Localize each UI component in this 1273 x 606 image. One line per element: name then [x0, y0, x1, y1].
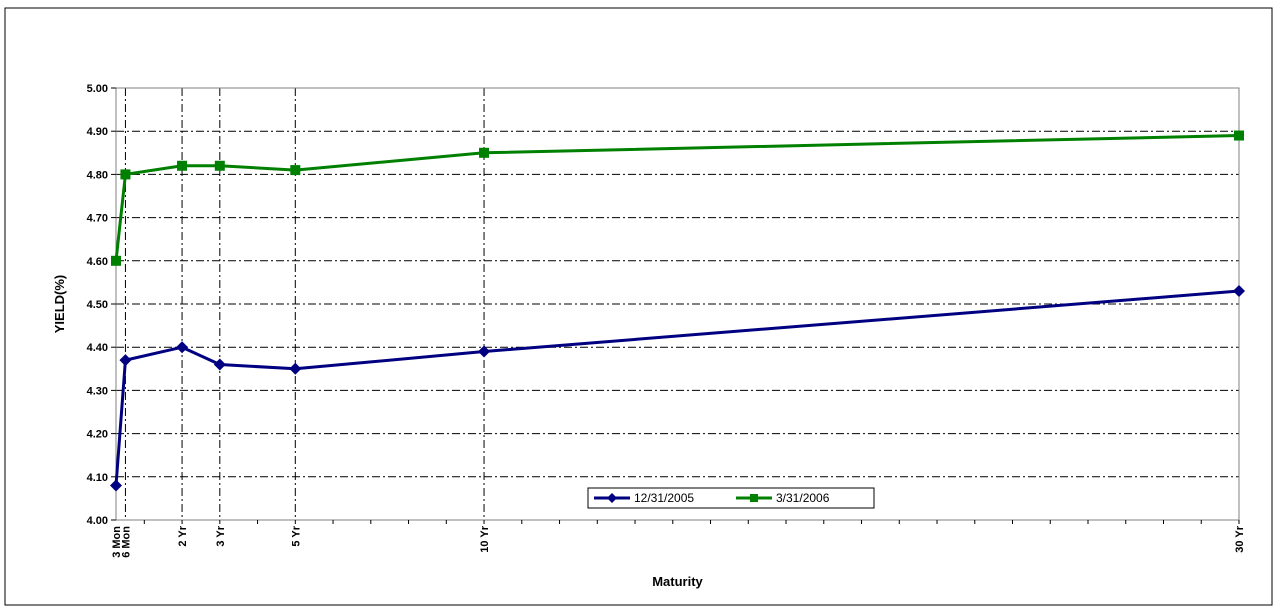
- data-point: [479, 147, 490, 158]
- legend-label: 3/31/2006: [776, 491, 830, 505]
- data-point: [478, 345, 491, 358]
- x-tick-label: 10 Yr: [479, 525, 491, 552]
- y-tick-label: 4.80: [87, 169, 108, 181]
- legend-label: 12/31/2005: [634, 491, 694, 505]
- data-point: [120, 169, 131, 180]
- y-tick-label: 4.60: [87, 256, 108, 268]
- x-tick-label: 3 Yr: [215, 525, 227, 546]
- y-tick-label: 4.00: [87, 515, 108, 527]
- x-axis-title: Maturity: [652, 574, 703, 589]
- data-point: [1233, 285, 1245, 298]
- chart-frame: [4, 7, 1273, 606]
- y-tick-label: 4.50: [87, 299, 108, 311]
- y-axis-ticks: 4.00 4.10 4.20 4.30 4.40 4.50 4.60 4.70 4.80 4.90…: [87, 83, 116, 527]
- legend: 12/31/2005 3/31/2006: [587, 487, 875, 509]
- y-tick-label: 4.70: [87, 213, 108, 225]
- x-tick-label: 30 Yr: [1234, 525, 1246, 552]
- y-axis-title: YIELD(%): [52, 275, 67, 334]
- x-tick-label: 5 Yr: [290, 525, 302, 546]
- data-point: [119, 354, 132, 367]
- data-point: [289, 362, 302, 375]
- y-tick-label: 4.30: [87, 385, 108, 397]
- x-tick-label: 6 Mon: [120, 526, 132, 558]
- x-tick-label: 2 Yr: [177, 525, 189, 546]
- data-point: [110, 479, 122, 492]
- data-point: [177, 160, 188, 171]
- x-tick-label: 3 Mon: [111, 526, 123, 558]
- y-tick-label: 4.90: [87, 126, 108, 138]
- data-point: [111, 255, 121, 266]
- y-tick-label: 4.40: [87, 342, 108, 354]
- legend-marker: [607, 493, 617, 503]
- data-point: [214, 160, 225, 171]
- y-tick-label: 4.20: [87, 429, 108, 441]
- legend-marker: [750, 494, 758, 502]
- data-point: [213, 358, 226, 371]
- gridlines: [116, 88, 1239, 520]
- series-lines: [110, 130, 1245, 492]
- data-point: [1234, 130, 1244, 141]
- y-tick-label: 5.00: [87, 83, 108, 95]
- data-point: [290, 165, 301, 176]
- legend-box: [587, 487, 875, 509]
- data-point: [176, 341, 189, 354]
- y-tick-label: 4.10: [87, 472, 108, 484]
